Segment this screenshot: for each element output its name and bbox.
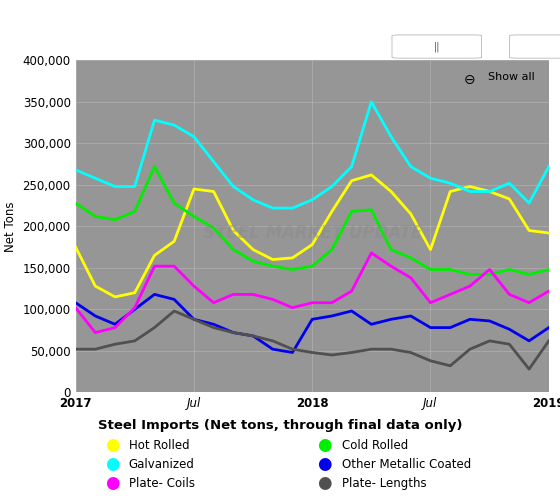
- Text: Show all: Show all: [488, 72, 535, 82]
- Text: ●: ●: [105, 474, 119, 492]
- Text: STEEL MARKET UPDATE: STEEL MARKET UPDATE: [203, 224, 422, 242]
- Text: Plate- Coils: Plate- Coils: [129, 477, 195, 490]
- Text: Plate- Lengths: Plate- Lengths: [342, 477, 426, 490]
- Text: Cold Rolled: Cold Rolled: [342, 439, 408, 452]
- Text: ||: ||: [433, 41, 440, 52]
- Text: Steel Imports (Net tons, through final data only): Steel Imports (Net tons, through final d…: [98, 418, 462, 432]
- Text: ●: ●: [318, 455, 332, 473]
- Text: ⊖: ⊖: [464, 73, 475, 87]
- Text: ●: ●: [318, 474, 332, 492]
- Text: ●: ●: [318, 436, 332, 454]
- Text: Galvanized: Galvanized: [129, 458, 195, 471]
- Text: Other Metallic Coated: Other Metallic Coated: [342, 458, 471, 471]
- FancyBboxPatch shape: [510, 35, 560, 58]
- Text: Hot Rolled: Hot Rolled: [129, 439, 189, 452]
- Text: ●: ●: [105, 455, 119, 473]
- Text: ●: ●: [105, 436, 119, 454]
- FancyBboxPatch shape: [392, 35, 482, 58]
- Y-axis label: Net Tons: Net Tons: [4, 201, 17, 252]
